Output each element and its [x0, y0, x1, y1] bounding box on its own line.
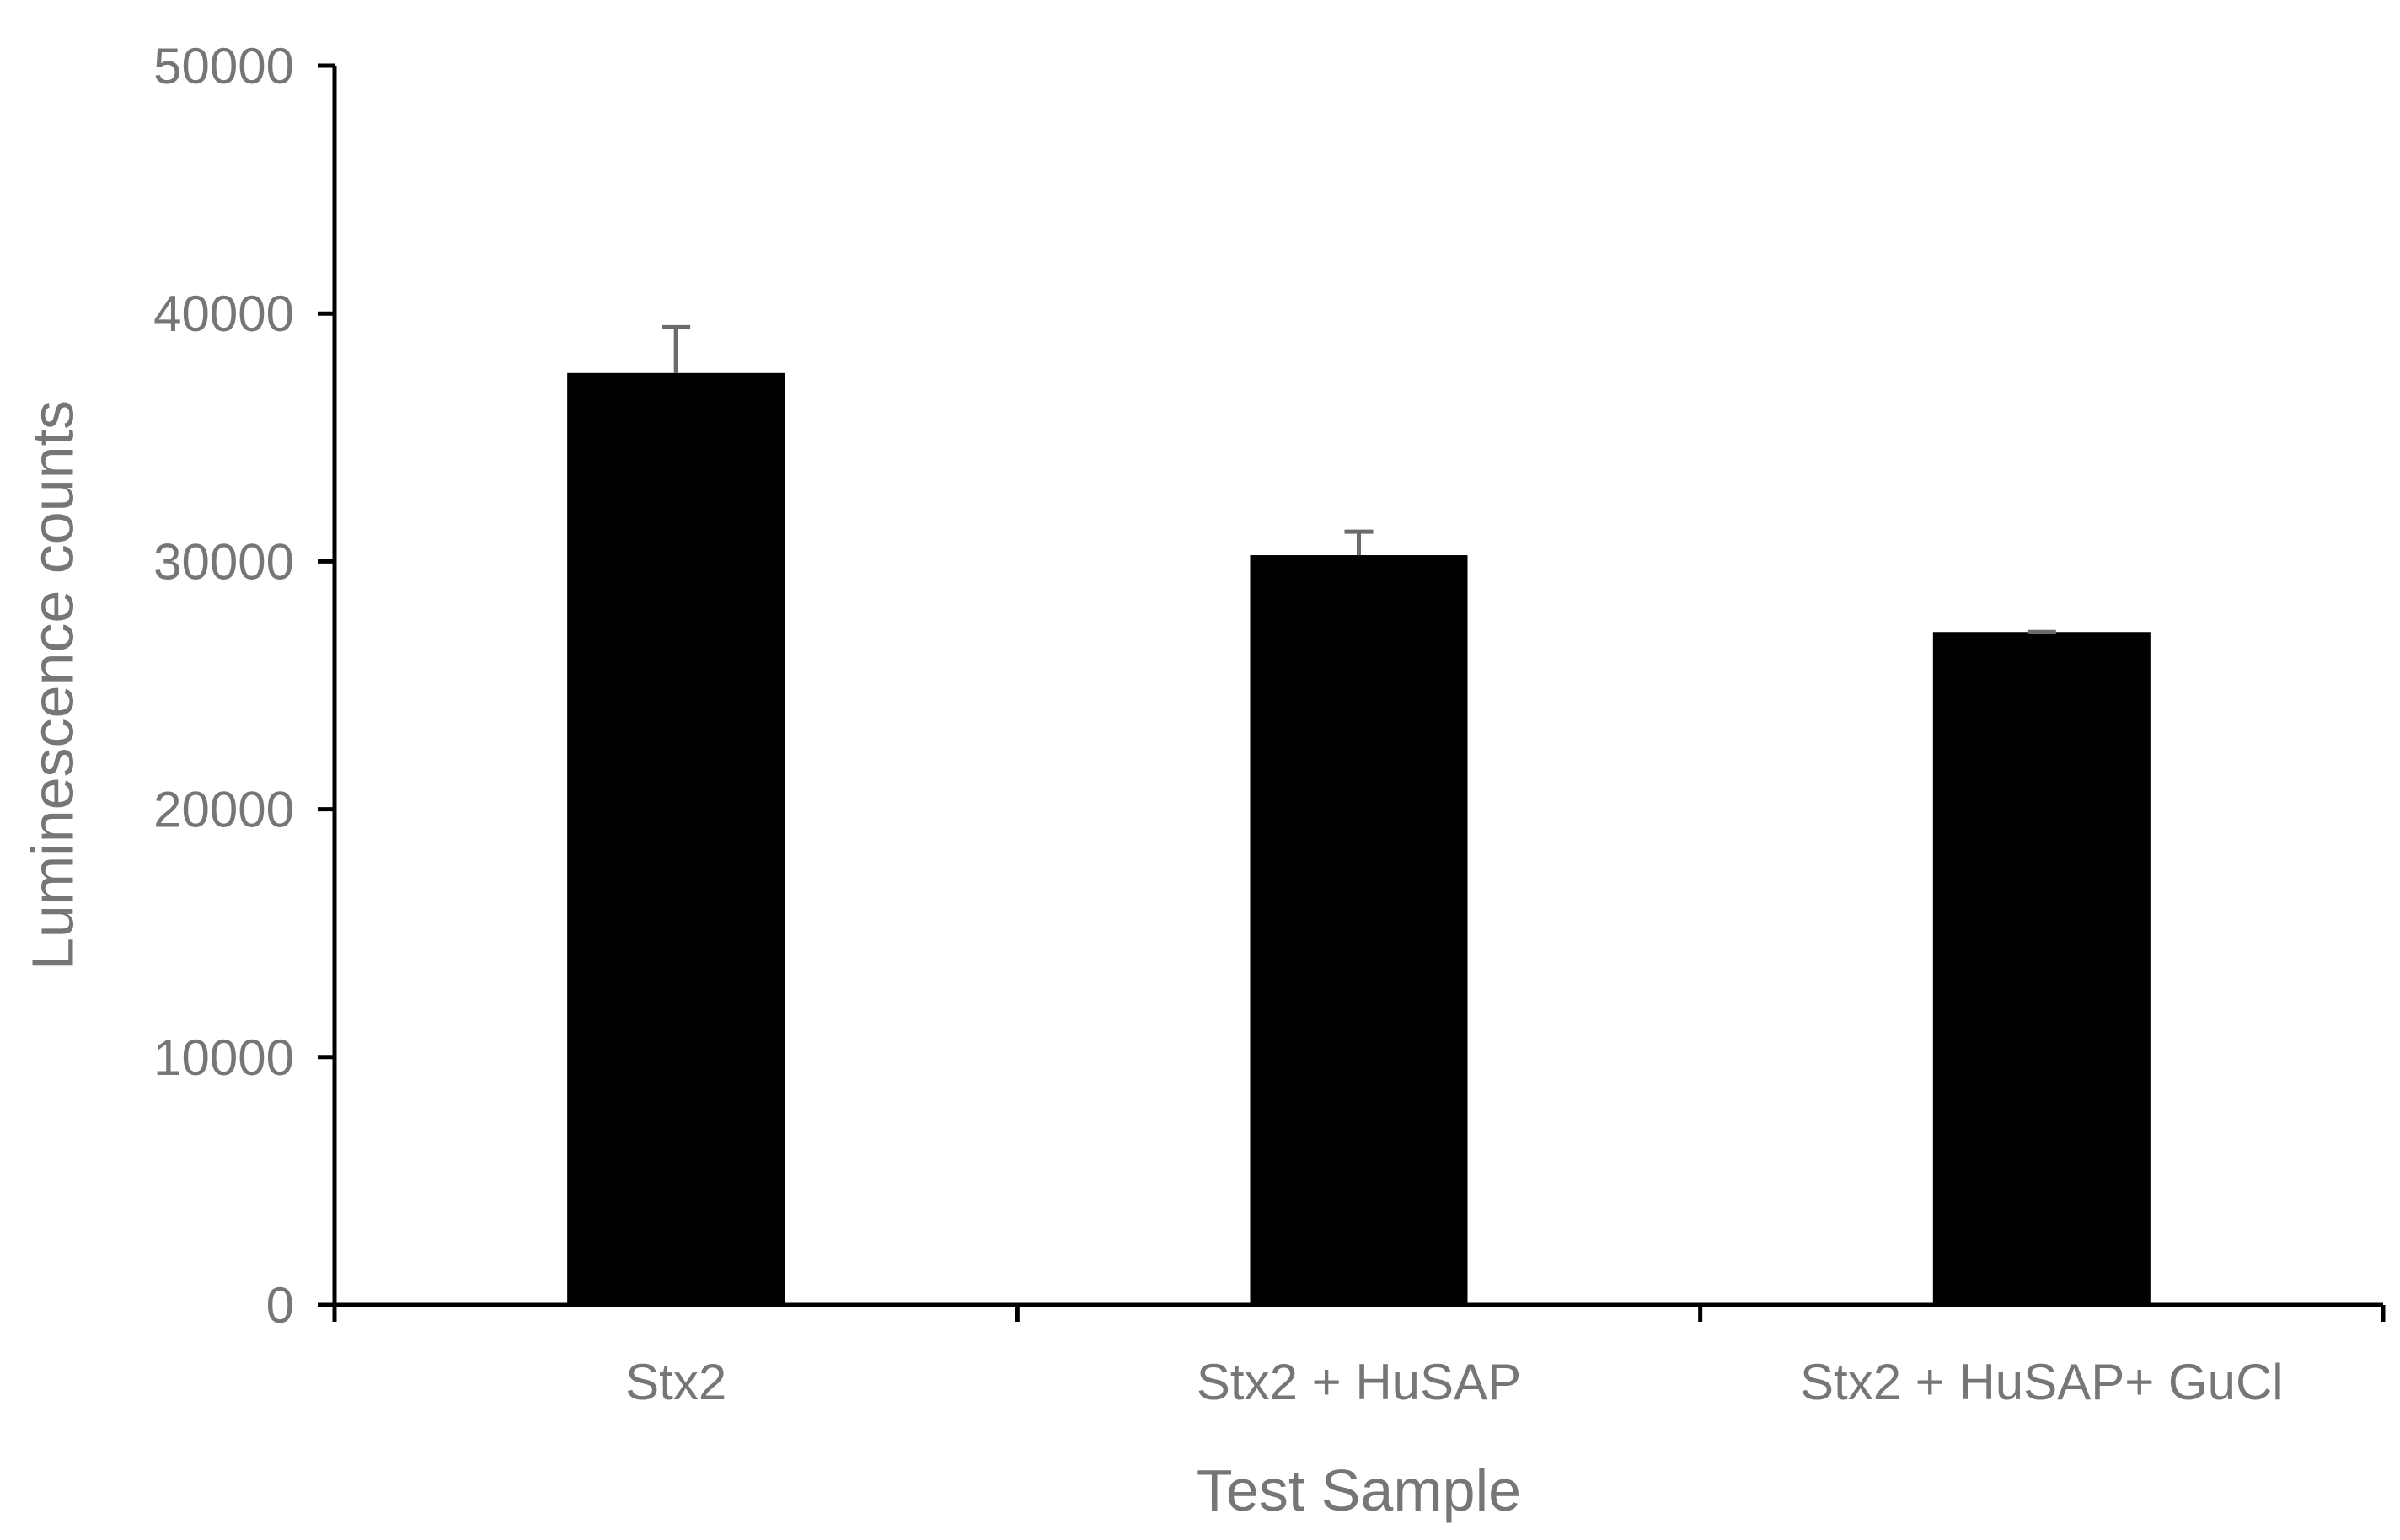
bar: [567, 372, 785, 1306]
y-tick-label: 40000: [153, 286, 294, 342]
error-bars-group: [662, 324, 2056, 634]
x-axis-title: Test Sample: [1197, 1457, 1521, 1523]
bar: [1932, 632, 2151, 1305]
y-tick-label: 50000: [153, 38, 294, 94]
x-tick-label: Stx2 + HuSAP: [1197, 1354, 1521, 1410]
x-tick-label: Stx2 + HuSAP+ GuCl: [1800, 1354, 2284, 1410]
y-tick-label: 30000: [153, 533, 294, 590]
y-axis-ticks: 0 10000 20000 30000 40000 50000: [153, 38, 335, 1334]
error-bar: [1344, 529, 1374, 556]
bars-group: [567, 372, 2151, 1306]
x-tick-label: Stx2: [625, 1354, 726, 1410]
y-tick-label: 10000: [153, 1029, 294, 1086]
error-bar: [662, 324, 691, 373]
y-axis-title: Luminescence counts: [19, 400, 85, 971]
bar: [1250, 555, 1468, 1305]
x-axis-ticks: Stx2 Stx2 + HuSAP Stx2 + HuSAP+ GuCl: [332, 1305, 2386, 1410]
y-tick-label: 20000: [153, 782, 294, 838]
y-tick-label: 0: [266, 1277, 294, 1334]
